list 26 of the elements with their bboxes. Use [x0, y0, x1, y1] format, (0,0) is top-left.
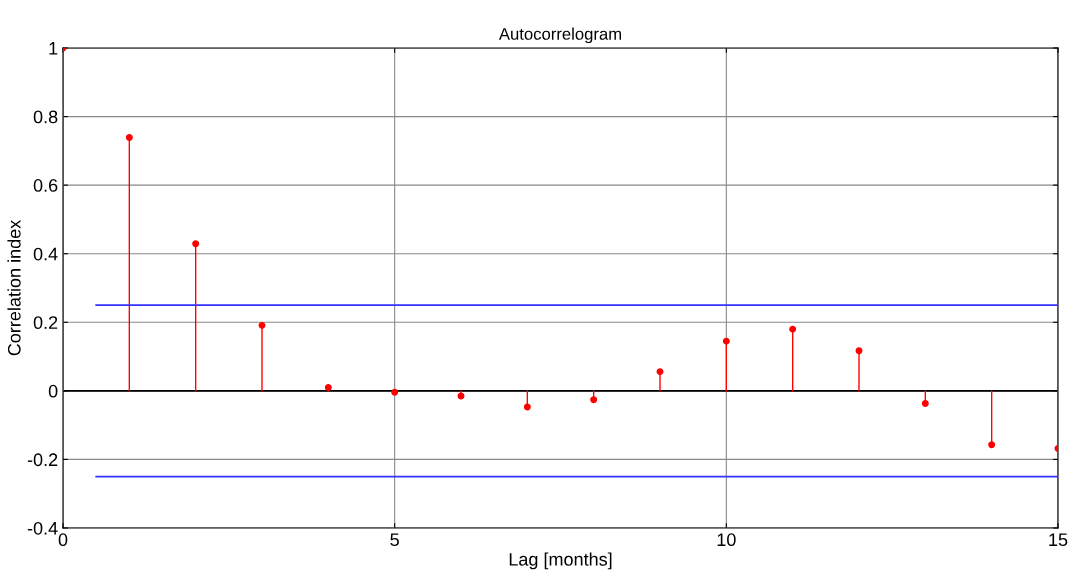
point [789, 325, 797, 333]
x-tick-label: 15 [1049, 533, 1068, 547]
y-tick-label: 1 [49, 42, 58, 55]
y-tick-label: 0.8 [33, 110, 58, 124]
y-tick-label: 0.4 [33, 247, 58, 261]
x-tick-label: 0 [58, 533, 68, 547]
x-tick-label: 10 [717, 533, 736, 547]
point [258, 321, 266, 329]
y-tick-label: 0.6 [33, 179, 58, 192]
point [590, 396, 598, 404]
y-tick-label: -0.4 [27, 521, 58, 535]
x-tick-label: 5 [390, 533, 399, 547]
point [722, 337, 730, 345]
point [988, 441, 996, 449]
point [192, 240, 200, 248]
point [656, 368, 664, 376]
point [523, 403, 531, 411]
y-axis-title: Correlation index [7, 219, 21, 356]
y-tick-label: 0.2 [33, 316, 58, 330]
point [855, 347, 863, 355]
point [921, 400, 929, 408]
y-tick-label: 0 [48, 384, 58, 398]
x-axis-title: Lag [months] [509, 552, 612, 570]
chart-title: Autocorrelogram [498, 27, 622, 44]
y-tick-label: -0.2 [27, 453, 58, 467]
point [125, 134, 133, 141]
